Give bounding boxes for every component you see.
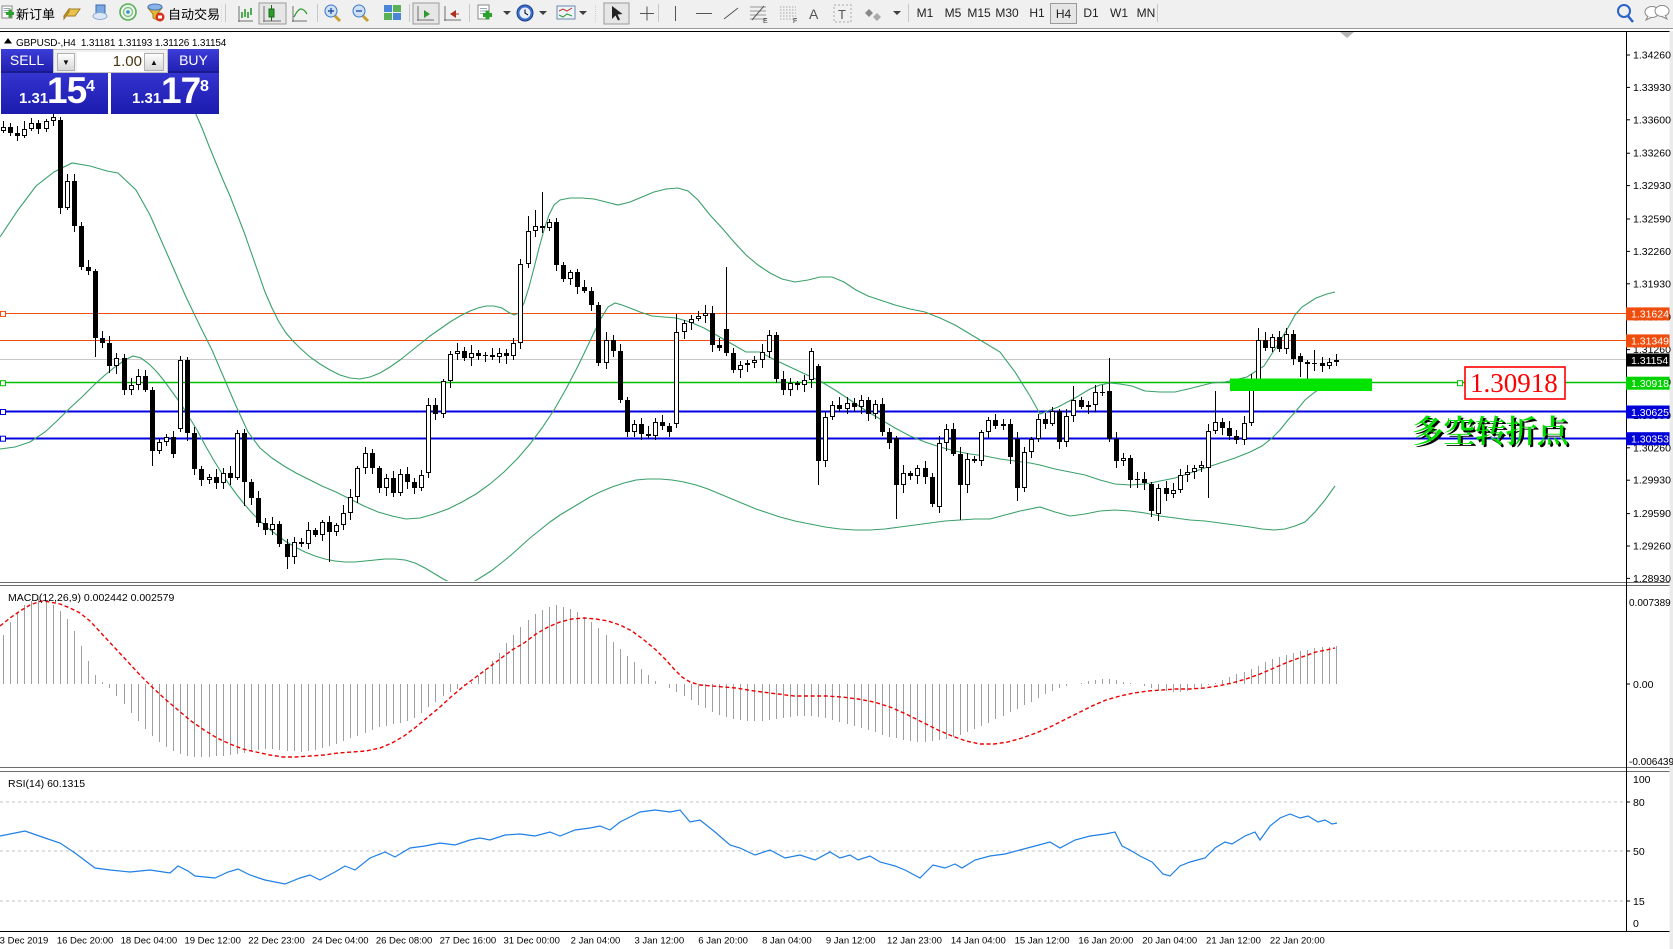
svg-text:1.31624: 1.31624 — [1631, 309, 1669, 321]
svg-text:MACD(12,26,9) 0.002442 0.00257: MACD(12,26,9) 0.002442 0.002579 — [8, 592, 175, 604]
svg-text:1.33600: 1.33600 — [1633, 114, 1671, 126]
svg-text:14 Jan 04:00: 14 Jan 04:00 — [951, 936, 1006, 947]
svg-text:1.29930: 1.29930 — [1633, 475, 1671, 487]
svg-text:1.28930: 1.28930 — [1633, 573, 1671, 585]
svg-text:50: 50 — [1633, 846, 1645, 858]
svg-text:0.007389: 0.007389 — [1629, 598, 1671, 609]
svg-text:16 Dec 20:00: 16 Dec 20:00 — [57, 936, 114, 947]
svg-text:15 Jan 12:00: 15 Jan 12:00 — [1015, 936, 1070, 947]
svg-text:6 Jan 20:00: 6 Jan 20:00 — [698, 936, 748, 947]
svg-text:12 Jan 23:00: 12 Jan 23:00 — [887, 936, 942, 947]
svg-text:21 Jan 12:00: 21 Jan 12:00 — [1206, 936, 1261, 947]
svg-text:-0.006439: -0.006439 — [1629, 757, 1673, 768]
svg-text:0.00: 0.00 — [1633, 679, 1654, 691]
svg-text:1.29590: 1.29590 — [1633, 508, 1671, 520]
svg-text:15: 15 — [1633, 896, 1645, 908]
svg-text:2 Jan 04:00: 2 Jan 04:00 — [571, 936, 621, 947]
svg-text:RSI(14) 60.1315: RSI(14) 60.1315 — [8, 778, 85, 790]
svg-text:1.31349: 1.31349 — [1631, 336, 1669, 348]
svg-text:1.34260: 1.34260 — [1633, 50, 1671, 62]
svg-text:1.31154: 1.31154 — [1631, 355, 1668, 367]
svg-text:100: 100 — [1633, 774, 1651, 786]
svg-text:F: F — [793, 18, 797, 25]
svg-text:1.30625: 1.30625 — [1631, 407, 1669, 419]
svg-text:26 Dec 08:00: 26 Dec 08:00 — [376, 936, 433, 947]
svg-text:1.30260: 1.30260 — [1633, 442, 1671, 454]
svg-text:24 Dec 04:00: 24 Dec 04:00 — [312, 936, 369, 947]
svg-text:9 Jan 12:00: 9 Jan 12:00 — [826, 936, 876, 947]
svg-text:0: 0 — [1633, 918, 1639, 930]
svg-text:1.33260: 1.33260 — [1633, 148, 1671, 160]
svg-text:18 Dec 04:00: 18 Dec 04:00 — [121, 936, 178, 947]
svg-text:1.32590: 1.32590 — [1633, 214, 1671, 226]
svg-text:1.30353: 1.30353 — [1631, 434, 1669, 446]
svg-text:GBPUSD-,H4 1.31181 1.31193 1.: GBPUSD-,H4 1.31181 1.31193 1.31126 1.311… — [16, 38, 227, 49]
svg-text:13 Dec 2019: 13 Dec 2019 — [0, 936, 48, 947]
svg-text:31 Dec 00:00: 31 Dec 00:00 — [503, 936, 560, 947]
svg-text:16 Jan 20:00: 16 Jan 20:00 — [1078, 936, 1133, 947]
svg-text:1.30918: 1.30918 — [1631, 378, 1669, 390]
svg-text:1.31930: 1.31930 — [1633, 278, 1671, 290]
svg-text:19 Dec 12:00: 19 Dec 12:00 — [184, 936, 241, 947]
svg-text:1.30918: 1.30918 — [1470, 368, 1558, 398]
svg-text:1.32930: 1.32930 — [1633, 180, 1671, 192]
svg-text:A: A — [809, 6, 819, 22]
svg-text:27 Dec 16:00: 27 Dec 16:00 — [440, 936, 497, 947]
svg-text:1.32260: 1.32260 — [1633, 246, 1671, 258]
svg-text:20 Jan 04:00: 20 Jan 04:00 — [1142, 936, 1197, 947]
svg-text:1.29260: 1.29260 — [1633, 541, 1671, 553]
svg-text:3 Jan 12:00: 3 Jan 12:00 — [634, 936, 684, 947]
svg-text:80: 80 — [1633, 797, 1645, 809]
svg-text:8 Jan 04:00: 8 Jan 04:00 — [762, 936, 812, 947]
svg-text:E: E — [763, 18, 768, 25]
svg-text:22 Jan 20:00: 22 Jan 20:00 — [1270, 936, 1325, 947]
svg-text:1.33930: 1.33930 — [1633, 82, 1671, 94]
svg-text:22 Dec 23:00: 22 Dec 23:00 — [248, 936, 305, 947]
svg-text:T: T — [838, 7, 846, 22]
